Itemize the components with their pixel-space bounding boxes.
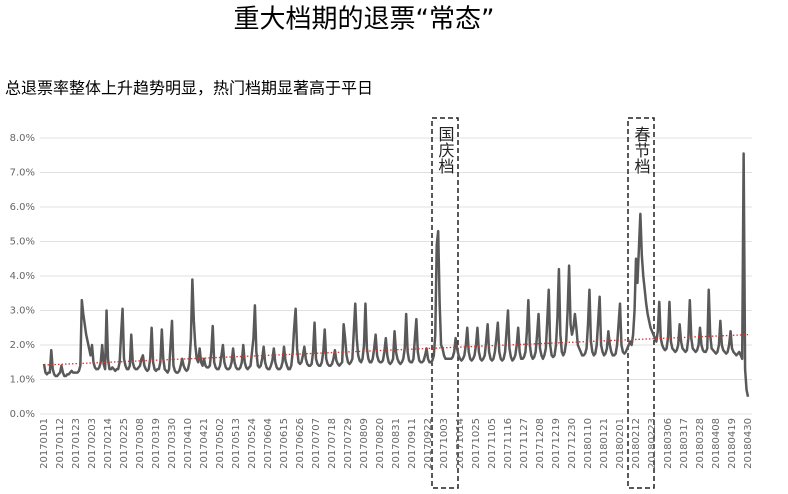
annotation: 春节档 — [632, 126, 651, 174]
x-tick-label: 20170101 — [39, 418, 50, 469]
y-tick-label: 4.0% — [10, 271, 35, 282]
x-tick-label: 20171014 — [455, 418, 466, 469]
x-tick-label: 20171230 — [567, 418, 578, 469]
x-tick-label: 20170513 — [231, 418, 242, 469]
x-tick-label: 20170820 — [375, 418, 386, 469]
data-line — [42, 152, 750, 398]
x-tick-label: 20170707 — [311, 418, 322, 469]
x-tick-label: 20170225 — [119, 418, 130, 469]
x-tick-label: 20170203 — [87, 418, 98, 469]
y-tick-label: 8.0% — [10, 133, 35, 144]
x-tick-label: 20171116 — [503, 418, 514, 469]
chart-title: 重大档期的退票“常态” — [234, 5, 495, 35]
x-tick-label: 20180430 — [743, 418, 754, 469]
x-tick-label: 20170330 — [167, 418, 178, 469]
y-tick-label: 1.0% — [10, 375, 35, 386]
x-tick-label: 20180110 — [583, 418, 594, 469]
x-tick-label: 20170112 — [55, 418, 66, 469]
x-tick-label: 20170421 — [199, 418, 210, 469]
x-tick-label: 20180121 — [599, 418, 610, 469]
y-tick-label: 2.0% — [10, 340, 35, 351]
x-tick-label: 20180328 — [695, 418, 706, 469]
annotation-box — [627, 117, 655, 489]
x-tick-label: 20180306 — [663, 418, 674, 469]
x-tick-label: 20180212 — [631, 418, 642, 469]
x-tick-label: 20170524 — [247, 418, 258, 469]
x-tick-label: 20171025 — [471, 418, 482, 469]
x-tick-label: 20170626 — [295, 418, 306, 469]
x-tick-label: 20180408 — [711, 418, 722, 469]
x-tick-label: 20170729 — [343, 418, 354, 469]
x-tick-label: 20170410 — [183, 418, 194, 469]
x-tick-label: 20171127 — [519, 418, 530, 469]
x-tick-label: 20171208 — [535, 418, 546, 469]
x-tick-label: 20170319 — [151, 418, 162, 469]
annotation: 国庆档 — [436, 126, 455, 174]
y-tick-label: 5.0% — [10, 237, 35, 248]
x-tick-label: 20170502 — [215, 418, 226, 469]
x-tick-label: 20180223 — [647, 418, 658, 469]
y-tick-label: 6.0% — [10, 202, 35, 213]
chart-subtitle: 总退票率整体上升趋势明显，热门档期显著高于平日 — [5, 79, 373, 98]
x-tick-label: 20171003 — [439, 418, 450, 469]
x-tick-label: 20180201 — [615, 418, 626, 469]
x-tick-label: 20170214 — [103, 418, 114, 469]
x-tick-label: 20171105 — [487, 418, 498, 469]
x-tick-label: 20170809 — [359, 418, 370, 469]
y-tick-label: 7.0% — [10, 168, 35, 179]
x-tick-label: 20170123 — [71, 418, 82, 469]
x-tick-label: 20180419 — [727, 418, 738, 469]
x-tick-label: 20170615 — [279, 418, 290, 469]
y-tick-label: 3.0% — [10, 306, 35, 317]
x-tick-label: 20170308 — [135, 418, 146, 469]
x-tick-label: 20170831 — [391, 418, 402, 469]
x-tick-label: 20170718 — [327, 418, 338, 469]
x-tick-label: 20180317 — [679, 418, 690, 469]
x-tick-label: 20171219 — [551, 418, 562, 469]
x-tick-label: 20170911 — [407, 418, 418, 469]
y-tick-label: 0.0% — [10, 409, 35, 420]
annotation-box — [431, 117, 459, 489]
x-tick-label: 20170922 — [423, 418, 434, 469]
x-tick-label: 20170604 — [263, 418, 274, 469]
